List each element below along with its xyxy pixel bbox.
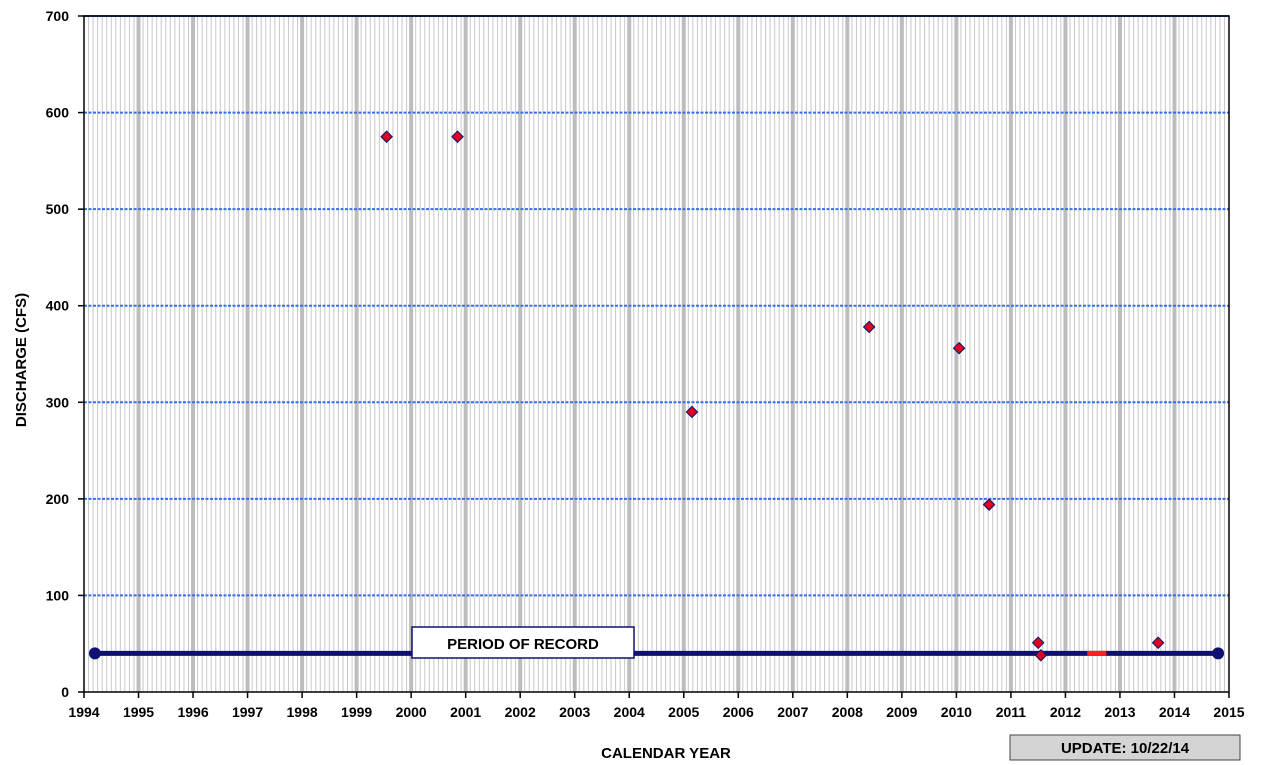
x-tick-label: 2002: [505, 704, 536, 720]
y-tick-label: 500: [46, 201, 70, 217]
data-point: [952, 341, 966, 355]
x-tick-label: 1997: [232, 704, 263, 720]
x-tick-label: 1994: [68, 704, 99, 720]
x-tick-label: 2005: [668, 704, 699, 720]
y-tick-label: 100: [46, 587, 70, 603]
data-point: [1034, 648, 1048, 662]
major-vertical-gridlines: [136, 16, 1177, 692]
y-axis-ticks: 0 100 200 300 400 500 600 700: [46, 8, 84, 700]
y-tick-label: 600: [46, 105, 70, 121]
x-tick-label: 2014: [1159, 704, 1190, 720]
minor-gridlines: [88, 16, 1225, 692]
x-tick-label: 2001: [450, 704, 481, 720]
data-points: [380, 130, 1165, 662]
y-axis-title: DISCHARGE (CFS): [13, 293, 30, 427]
update-badge-label: UPDATE: 10/22/14: [1061, 740, 1190, 757]
record-start-marker: [88, 647, 101, 660]
period-of-record-line: [88, 647, 1225, 660]
x-tick-label: 2003: [559, 704, 590, 720]
x-tick-label: 2010: [941, 704, 972, 720]
data-point: [451, 130, 464, 144]
x-tick-label: 2011: [996, 704, 1027, 720]
data-point: [380, 130, 393, 144]
plot-area-frame: [83, 15, 1230, 693]
x-axis-title: CALENDAR YEAR: [601, 745, 731, 762]
x-tick-label: 1996: [177, 704, 208, 720]
y-tick-label: 300: [46, 394, 70, 410]
x-tick-label: 2006: [723, 704, 754, 720]
y-tick-label: 700: [46, 8, 70, 24]
data-point: [982, 498, 996, 511]
data-point: [862, 320, 876, 334]
x-tick-label: 2000: [396, 704, 427, 720]
data-point: [685, 405, 699, 419]
update-badge-box: [1009, 734, 1241, 761]
x-tick-label: 2012: [1050, 704, 1081, 720]
period-of-record-label-box: [411, 626, 635, 659]
x-axis-ticks: 1994 1995 1996 1997 1998 1999 2000 2001 2002 2003…: [68, 692, 1245, 720]
x-tick-label: 2015: [1213, 704, 1244, 720]
x-tick-label: 1999: [341, 704, 372, 720]
x-tick-label: 2008: [832, 704, 863, 720]
x-tick-label: 2013: [1104, 704, 1135, 720]
x-tick-label: 2007: [777, 704, 808, 720]
data-point: [1151, 636, 1165, 650]
x-tick-label: 1995: [123, 704, 154, 720]
y-tick-label: 400: [46, 298, 70, 314]
record-end-marker: [1212, 647, 1225, 660]
x-tick-label: 1998: [287, 704, 318, 720]
y-tick-label: 200: [46, 491, 70, 507]
data-point: [1031, 636, 1045, 650]
y-tick-label: 0: [61, 684, 69, 700]
x-tick-label: 2004: [614, 704, 645, 720]
period-of-record-label: PERIOD OF RECORD: [447, 636, 599, 653]
x-tick-label: 2009: [886, 704, 917, 720]
